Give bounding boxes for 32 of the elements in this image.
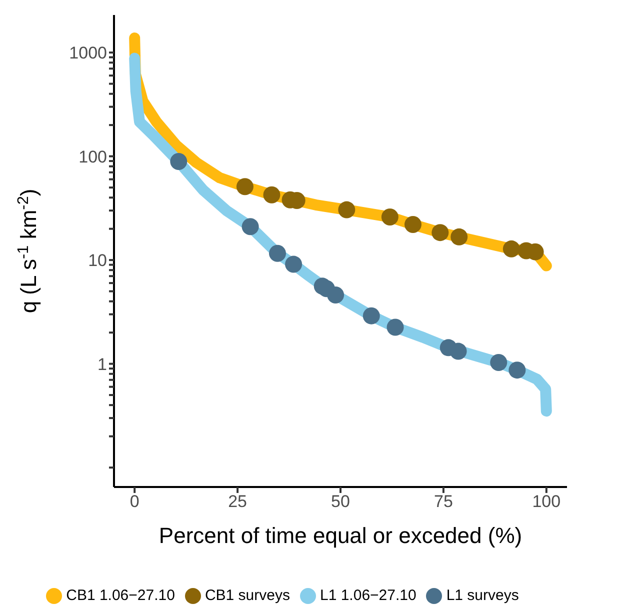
point xyxy=(263,186,280,204)
x-tick-label: 75 xyxy=(434,492,453,512)
point xyxy=(404,216,422,234)
point xyxy=(450,342,467,360)
point xyxy=(502,240,520,258)
point xyxy=(362,307,380,324)
x-tick-label: 50 xyxy=(331,492,350,512)
y-tick-label: 1000 xyxy=(69,44,107,63)
point xyxy=(381,208,398,226)
point xyxy=(508,362,526,379)
point xyxy=(242,218,259,236)
legend-label: L1 surveys xyxy=(446,586,519,604)
point xyxy=(450,228,468,246)
x-tick-label: 25 xyxy=(228,492,248,512)
legend-label: CB1 surveys xyxy=(204,586,290,604)
point xyxy=(386,318,404,336)
y-tick-label: 10 xyxy=(88,251,107,270)
point xyxy=(432,224,449,242)
point xyxy=(338,201,356,218)
legend-label: L1 1.06−27.10 xyxy=(320,586,416,604)
point xyxy=(236,178,254,196)
x-tick-label: 100 xyxy=(532,492,561,512)
point xyxy=(327,286,344,304)
x-tick-label: 0 xyxy=(130,492,140,512)
legend-label: CB1 1.06−27.10 xyxy=(66,586,175,604)
point xyxy=(170,153,188,170)
point xyxy=(268,244,286,262)
point xyxy=(285,256,302,273)
point xyxy=(490,354,508,371)
x-axis-title: Percent of time equal or exceded (%) xyxy=(158,522,522,548)
y-tick-label: 100 xyxy=(78,147,107,166)
y-tick-label: 1 xyxy=(98,354,107,374)
